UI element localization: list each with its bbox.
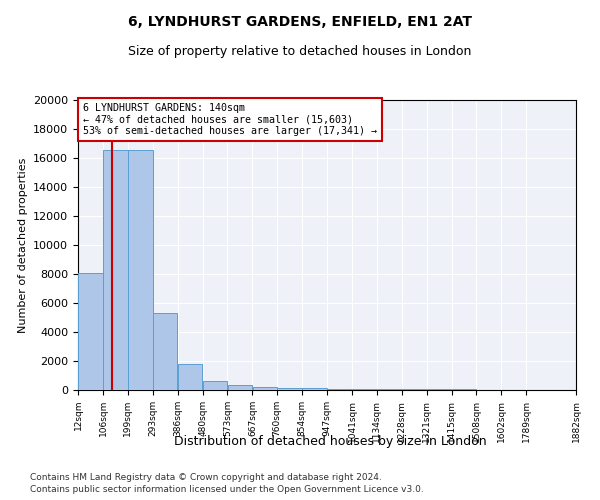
Bar xyxy=(327,388,352,390)
Bar xyxy=(302,388,327,390)
Bar xyxy=(352,389,377,390)
Text: Distribution of detached houses by size in London: Distribution of detached houses by size … xyxy=(173,435,487,448)
Bar xyxy=(227,385,252,390)
Text: Size of property relative to detached houses in London: Size of property relative to detached ho… xyxy=(128,45,472,58)
Bar xyxy=(203,382,227,390)
Text: Contains public sector information licensed under the Open Government Licence v3: Contains public sector information licen… xyxy=(30,485,424,494)
Bar xyxy=(153,313,178,390)
Bar xyxy=(78,274,103,390)
Bar xyxy=(253,387,277,390)
Bar xyxy=(178,364,202,390)
Bar xyxy=(103,150,128,390)
Text: Contains HM Land Registry data © Crown copyright and database right 2024.: Contains HM Land Registry data © Crown c… xyxy=(30,472,382,482)
Bar xyxy=(277,388,302,390)
Text: 6 LYNDHURST GARDENS: 140sqm
← 47% of detached houses are smaller (15,603)
53% of: 6 LYNDHURST GARDENS: 140sqm ← 47% of det… xyxy=(83,103,377,136)
Bar xyxy=(377,389,401,390)
Y-axis label: Number of detached properties: Number of detached properties xyxy=(17,158,28,332)
Bar xyxy=(128,150,152,390)
Text: 6, LYNDHURST GARDENS, ENFIELD, EN1 2AT: 6, LYNDHURST GARDENS, ENFIELD, EN1 2AT xyxy=(128,15,472,29)
